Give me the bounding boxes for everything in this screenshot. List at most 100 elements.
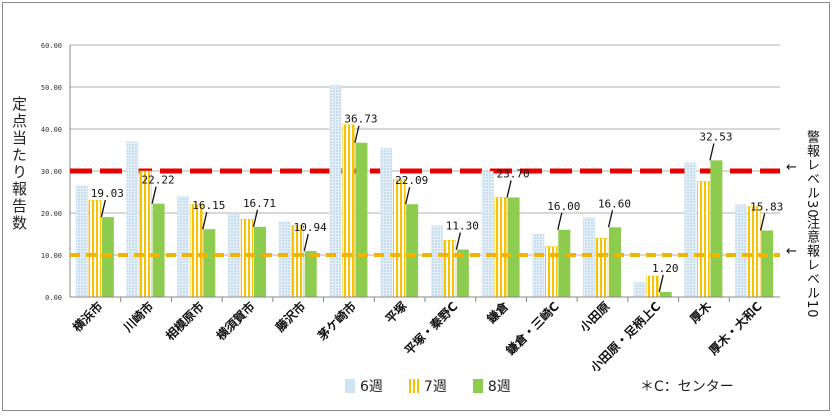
bar-7w xyxy=(190,204,203,298)
data-label-leader xyxy=(557,212,563,230)
bar-7w xyxy=(443,240,457,298)
bar-8w xyxy=(558,229,571,297)
data-label: 15.83 xyxy=(750,201,783,214)
bar-6w xyxy=(633,282,646,297)
bar-7w xyxy=(88,200,102,298)
data-label: 10.94 xyxy=(294,221,327,234)
bar-6w xyxy=(278,221,291,297)
bar-6w xyxy=(735,204,748,297)
bar-7w xyxy=(392,179,406,298)
data-label: 11.30 xyxy=(446,220,479,233)
data-label-leader xyxy=(354,125,360,143)
center-note: ＊C：センター xyxy=(640,379,734,395)
bar-8w xyxy=(659,291,672,297)
category-label: 藤沢市 xyxy=(272,299,309,336)
data-label-leader xyxy=(760,213,766,231)
bar-6w xyxy=(481,171,494,297)
data-label-leader xyxy=(709,143,715,161)
alarm-arrow: ← xyxy=(786,160,797,175)
data-label: 16.00 xyxy=(547,200,580,213)
data-label: 23.70 xyxy=(497,167,530,180)
bar-8w xyxy=(101,217,114,297)
data-label: 36.73 xyxy=(344,113,377,126)
data-label-leader xyxy=(455,232,461,250)
legend-item-7w: 7週 xyxy=(408,376,447,396)
bar-7w xyxy=(646,275,659,298)
bar-7w xyxy=(342,124,355,298)
data-label: 22.09 xyxy=(395,174,428,187)
legend-label-7w: 7週 xyxy=(423,379,447,395)
data-label-leader xyxy=(303,233,309,252)
y-tick-label: 30.00 xyxy=(41,168,62,176)
data-label-leader xyxy=(506,180,512,198)
category-label: 厚木・大和C xyxy=(705,298,764,357)
bar-6w xyxy=(126,141,139,297)
legend-swatch-6w xyxy=(345,379,355,393)
bar-7w xyxy=(240,219,254,298)
category-label: 平塚・秦野C xyxy=(401,298,460,357)
data-label: 16.60 xyxy=(598,197,631,210)
bar-6w xyxy=(329,84,342,298)
bar-6w xyxy=(583,217,595,297)
y-axis-label: 定点当たり報告数 xyxy=(10,96,28,232)
alarm-level-label: 警報レベル30 xyxy=(804,130,819,219)
data-label-leader xyxy=(202,212,208,230)
y-tick-label: 40.00 xyxy=(41,126,62,134)
category-label: 横須賀市 xyxy=(213,299,258,344)
bar-7w xyxy=(139,170,152,298)
data-label-leader xyxy=(252,209,259,227)
data-label: 19.03 xyxy=(91,187,124,200)
bar-8w xyxy=(456,249,469,297)
data-label: 16.71 xyxy=(243,197,276,210)
legend-item-8w: 8週 xyxy=(472,376,511,396)
caution-arrow: ← xyxy=(786,244,797,259)
legend: 6週 7週 8週 xyxy=(345,376,511,396)
data-label: 32.53 xyxy=(699,130,732,143)
bar-6w xyxy=(532,234,545,297)
y-tick-label: 20.00 xyxy=(41,210,62,218)
bar-6w xyxy=(380,147,393,297)
bar-8w xyxy=(609,227,621,297)
category-label: 平塚 xyxy=(383,299,410,326)
category-label: 茅ケ崎市 xyxy=(314,299,359,344)
bar-6w xyxy=(75,185,88,297)
data-label-leader xyxy=(151,186,157,204)
bar-8w xyxy=(710,160,723,297)
bar-6w xyxy=(684,162,697,297)
bar-8w xyxy=(254,226,266,297)
bar-6w xyxy=(430,225,443,297)
y-tick-label: 50.00 xyxy=(41,84,62,92)
data-label-leader xyxy=(658,274,664,293)
data-label: 22.22 xyxy=(142,174,175,187)
data-label: 16.15 xyxy=(192,199,225,212)
bar-8w xyxy=(203,229,216,297)
legend-swatch-7w xyxy=(408,379,419,393)
bar-8w xyxy=(507,197,520,297)
data-label-leader xyxy=(100,199,106,218)
bar-7w xyxy=(747,206,761,298)
bar-8w xyxy=(304,251,317,297)
category-label: 鎌倉 xyxy=(483,298,512,327)
bar-8w xyxy=(406,204,419,297)
bar-7w xyxy=(291,225,304,298)
legend-item-6w: 6週 xyxy=(345,376,383,396)
legend-label-6w: 6週 xyxy=(360,379,383,395)
y-tick-label: 60.00 xyxy=(41,42,62,50)
bar-8w xyxy=(761,230,774,297)
y-tick-label: 10.00 xyxy=(41,252,62,260)
category-label: 小田原 xyxy=(577,299,613,335)
category-label: 相模原市 xyxy=(162,299,207,344)
y-tick-label: 0.00 xyxy=(45,294,62,302)
bar-6w xyxy=(177,196,190,297)
category-label: 厚木 xyxy=(686,298,714,326)
category-label: 横浜市 xyxy=(69,299,105,335)
bar-7w xyxy=(595,237,609,298)
bar-7w xyxy=(494,197,507,298)
data-label-leader xyxy=(405,187,411,205)
data-label-leader xyxy=(607,210,614,228)
bar-7w xyxy=(697,181,710,298)
caution-level-label: 注意報レベル10 xyxy=(804,216,819,319)
bar-8w xyxy=(152,203,165,297)
legend-swatch-8w xyxy=(472,379,483,393)
